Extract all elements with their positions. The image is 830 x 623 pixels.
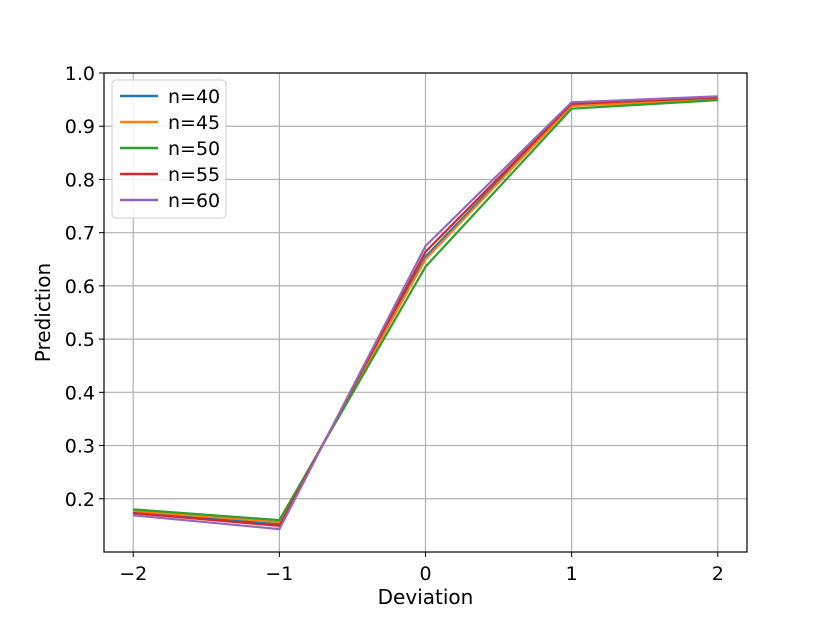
series-line-n-60 <box>133 95 718 531</box>
series-line-n-50 <box>133 99 718 522</box>
legend-label: n=60 <box>168 190 220 212</box>
x-tick-label: −1 <box>265 563 293 585</box>
y-tick-label: 0.6 <box>65 276 95 298</box>
y-axis-ticks: 0.2 0.3 0.4 0.5 0.6 0.7 0.8 0.9 1.0 <box>65 63 104 511</box>
y-tick-label: 0.2 <box>65 489 95 511</box>
legend: n=40 n=45 n=50 n=55 n=60 <box>111 79 227 219</box>
x-tick-label: 1 <box>566 563 578 585</box>
series-line-n-55 <box>133 96 718 528</box>
legend-label: n=45 <box>168 112 220 134</box>
y-tick-label: 0.7 <box>65 223 95 245</box>
y-tick-label: 0.3 <box>65 436 95 458</box>
legend-label: n=55 <box>168 164 220 186</box>
y-tick-label: 0.9 <box>65 116 95 138</box>
legend-label: n=40 <box>168 86 220 108</box>
x-axis-ticks: −2 −1 0 1 2 <box>119 552 724 585</box>
x-axis-label: Deviation <box>378 585 474 609</box>
x-tick-label: 0 <box>419 563 431 585</box>
y-tick-label: 0.4 <box>65 382 95 404</box>
y-axis-label: Prediction <box>31 263 55 362</box>
y-tick-label: 0.8 <box>65 169 95 191</box>
y-tick-label: 0.5 <box>65 329 95 351</box>
legend-box <box>111 79 227 219</box>
x-tick-label: 2 <box>712 563 724 585</box>
y-tick-label: 1.0 <box>65 63 95 85</box>
series-lines <box>133 95 718 531</box>
series-line-n-45 <box>133 98 718 524</box>
x-tick-label: −2 <box>119 563 147 585</box>
legend-label: n=50 <box>168 138 220 160</box>
